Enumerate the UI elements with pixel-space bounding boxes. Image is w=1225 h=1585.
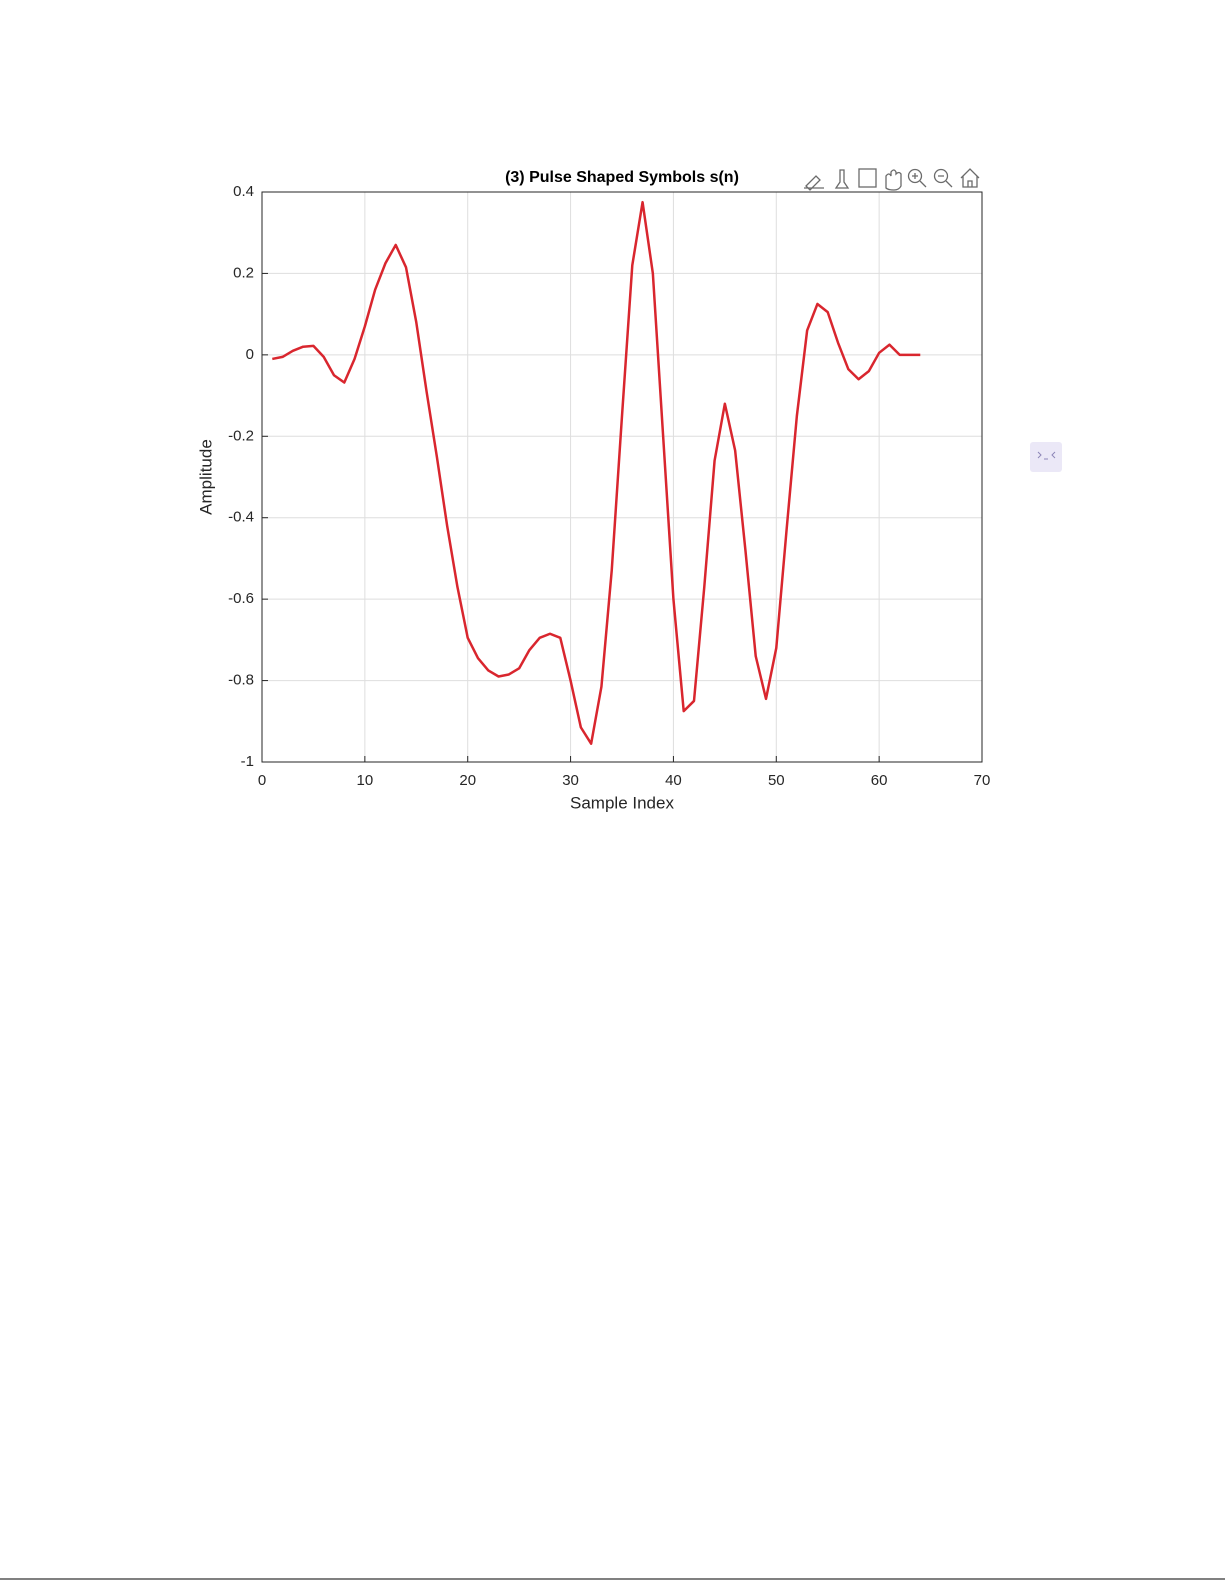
data-line: [272, 200, 921, 745]
x-axis-label: Sample Index: [570, 793, 674, 812]
x-tick-label: 10: [357, 772, 374, 789]
toolbar-icon[interactable]: [912, 173, 927, 188]
toolbar-icon[interactable]: [804, 175, 824, 191]
x-tick-label: 60: [871, 772, 888, 789]
chart-title: (3) Pulse Shaped Symbols s(n): [505, 169, 739, 186]
side-widget[interactable]: [1030, 442, 1062, 472]
x-tick-label: 40: [665, 772, 682, 789]
toolbar-icon[interactable]: [885, 169, 902, 191]
toolbar-icon[interactable]: [834, 169, 850, 189]
toolbar-icon[interactable]: [960, 168, 980, 188]
x-tick-label: 0: [258, 772, 266, 789]
x-tick-label: 50: [768, 772, 785, 789]
y-tick-label: -0.8: [228, 672, 254, 689]
toolbar-icon[interactable]: [858, 168, 877, 188]
widget-button[interactable]: [1030, 442, 1062, 472]
y-tick-label: -0.6: [228, 590, 254, 607]
axes-box: [261, 191, 983, 763]
x-tick-label: 30: [562, 772, 579, 789]
x-tick-label: 20: [459, 772, 476, 789]
y-tick-label: 0.2: [233, 264, 254, 281]
y-tick-label: -0.2: [228, 427, 254, 444]
toolbar-icon[interactable]: [938, 175, 953, 188]
y-tick-label: -1: [241, 753, 254, 770]
x-tick-label: 70: [974, 772, 991, 789]
y-tick-label: 0: [246, 346, 254, 363]
widget-icon: [1037, 451, 1056, 460]
plot-area: [262, 192, 982, 762]
y-tick-label: -0.4: [228, 509, 254, 526]
toolbar-icon[interactable]: [933, 168, 949, 184]
toolbar-icon[interactable]: [907, 168, 923, 184]
y-axis-label: Amplitude: [196, 439, 215, 515]
axes-toolbar[interactable]: [804, 168, 980, 191]
y-tick-label: 0.4: [233, 183, 254, 200]
